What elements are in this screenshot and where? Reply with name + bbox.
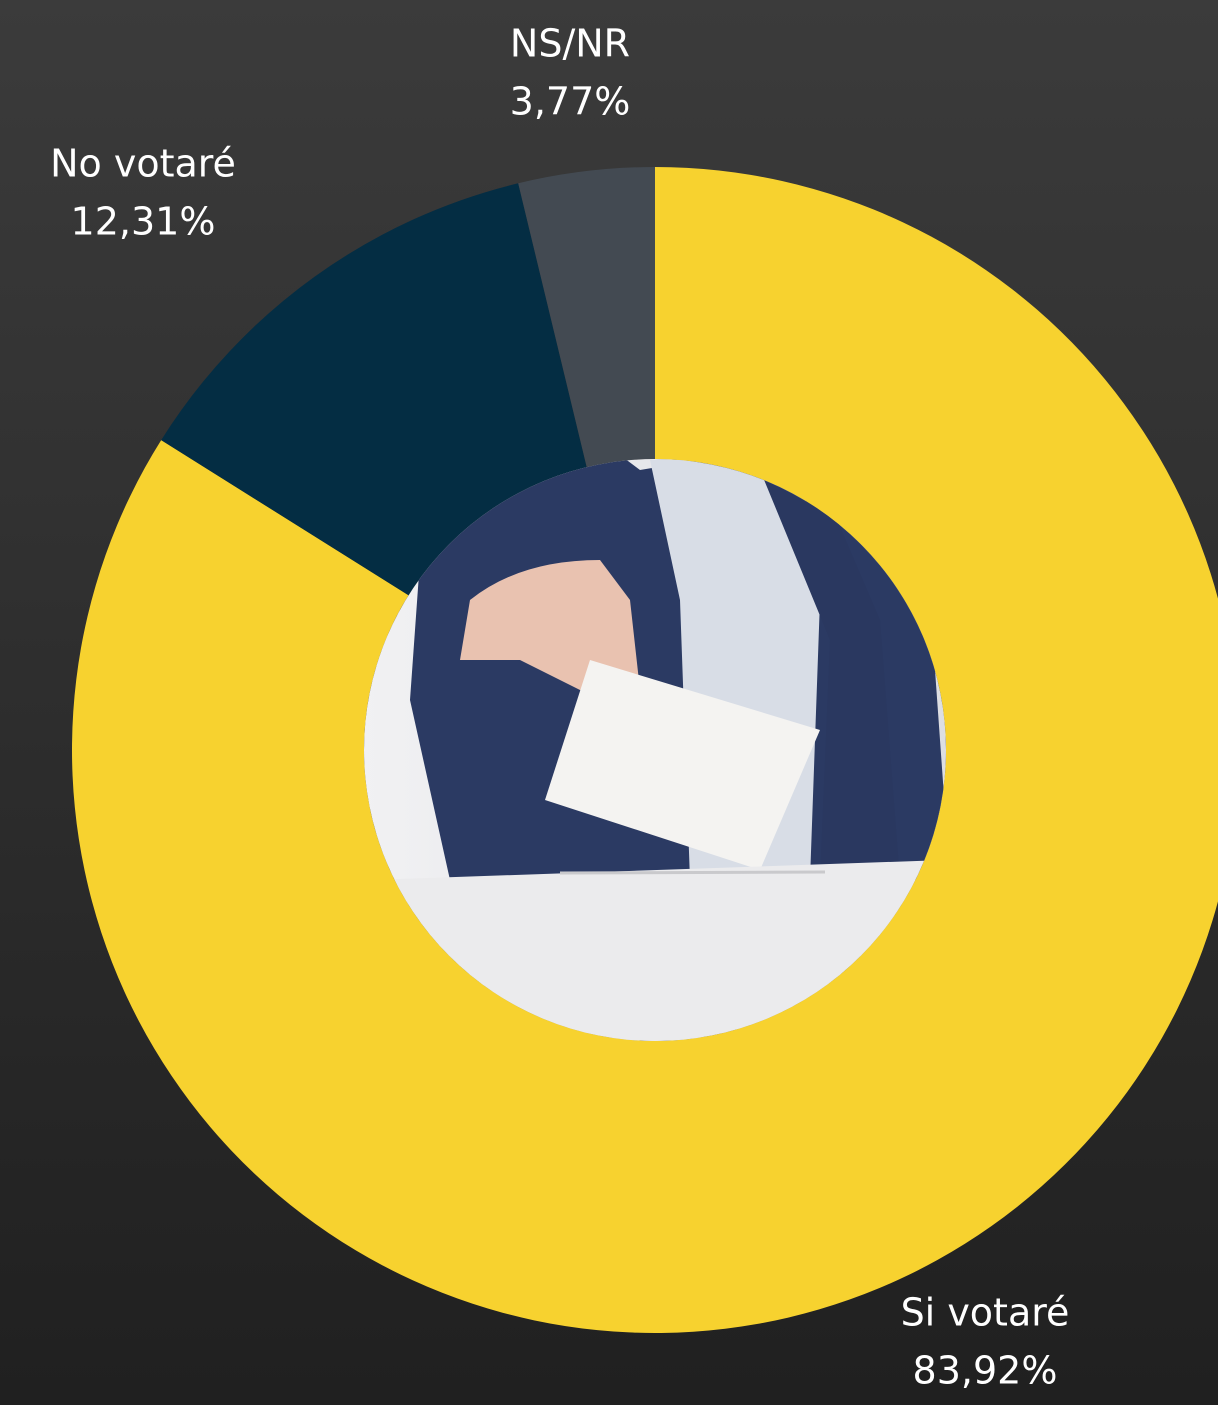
chart: Si votaré 83,92% No votaré 12,31% NS/NR 3,77% [0,0,1218,1405]
slice-label: Si votaré [901,1291,1070,1335]
slice-value: 3,77% [510,80,631,124]
slice-value: 83,92% [913,1349,1058,1393]
slice-label: NS/NR [510,22,630,66]
page: Si votaré 83,92% No votaré 12,31% NS/NR 3,77%… [0,0,1218,1405]
slice-label: No votaré [50,142,236,186]
slice-value: 12,31% [71,200,216,244]
